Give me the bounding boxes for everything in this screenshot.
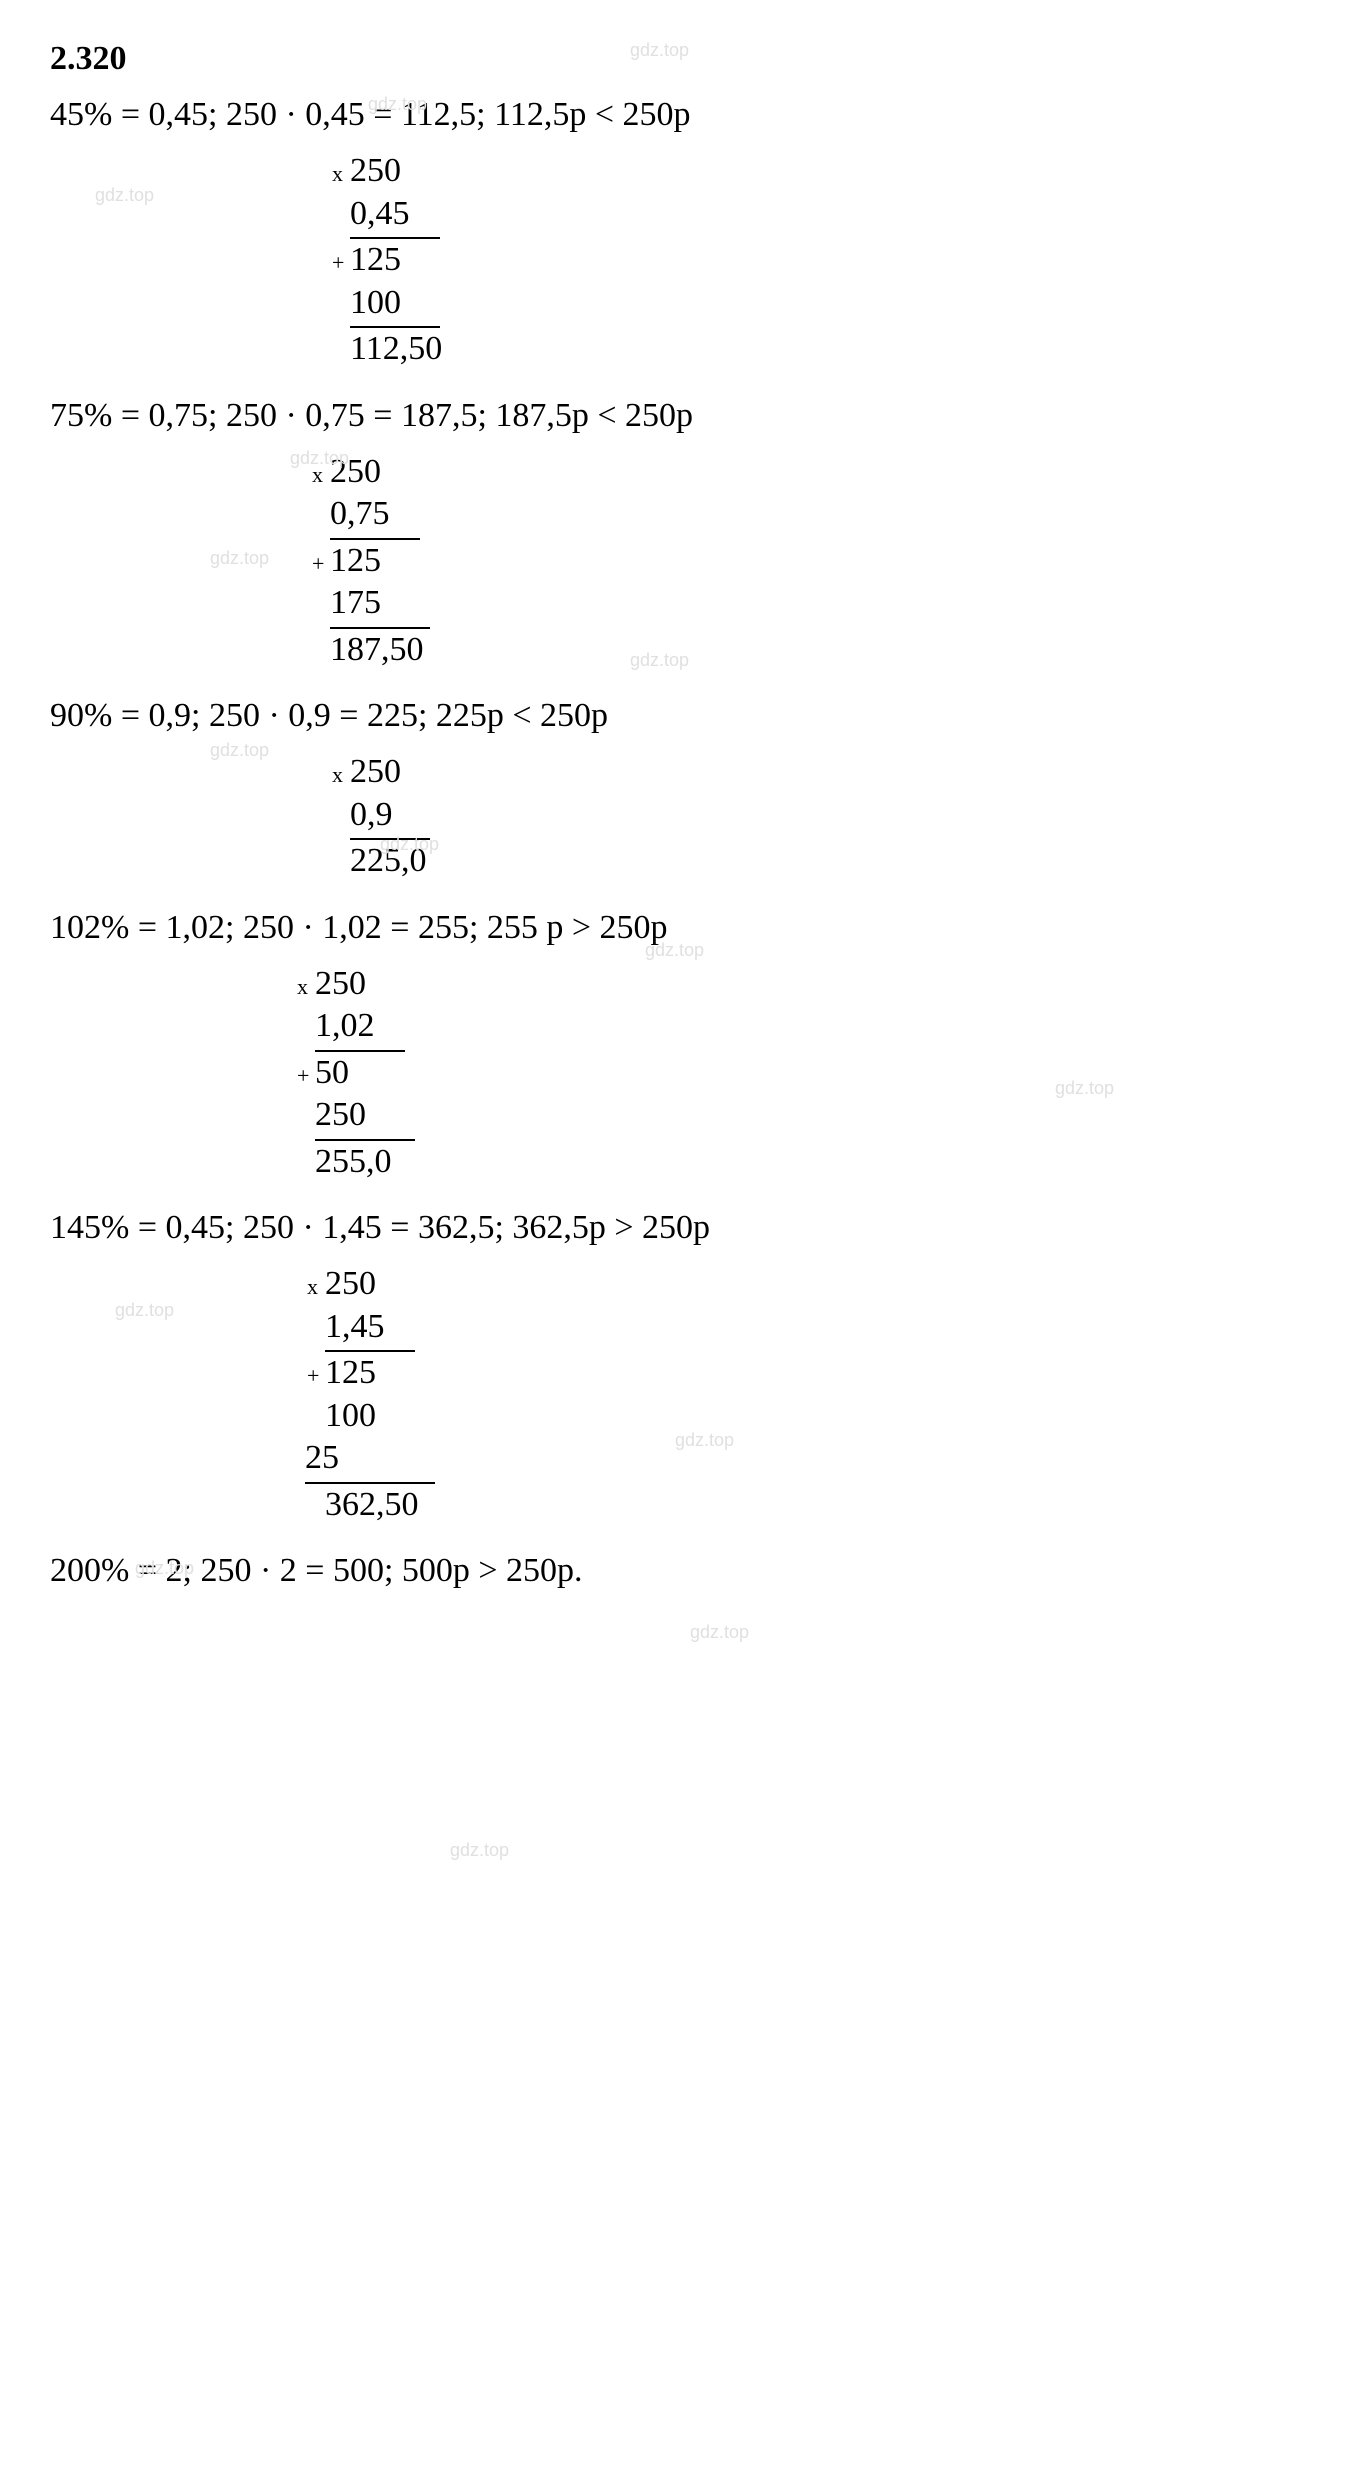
plus-symbol: + (332, 249, 344, 277)
math-line: 145% = 0,45; 250 · 1,45 = 362,5; 362,5р … (50, 1209, 1306, 1247)
multiply-symbol: x (307, 1273, 318, 1301)
calc-value: 187,50 (330, 629, 424, 672)
calc-value: 175 (330, 582, 430, 629)
plus-symbol: + (307, 1362, 319, 1390)
calc-row: x250 (315, 963, 415, 1006)
calc-value: 250 (350, 751, 440, 794)
multiply-symbol: x (332, 761, 343, 789)
math-line: 90% = 0,9; 250 · 0,9 = 225; 225р < 250р (50, 697, 1306, 735)
calc-value: 250 (325, 1263, 415, 1306)
calc-row: x250 (350, 751, 440, 794)
calc-row: 187,50 (330, 629, 430, 672)
calc-value: 0,45 (350, 193, 440, 240)
calc-row: x250 (350, 150, 442, 193)
calc-row: 0,45 (350, 193, 442, 240)
calc-value: 250 (330, 451, 420, 494)
calc-row: x250 (325, 1263, 435, 1306)
math-content: 45% = 0,45; 250 · 0,45 = 112,5; 112,5р <… (50, 96, 1306, 1590)
calc-row: 250 (315, 1094, 415, 1141)
calc-row: + 50 (315, 1052, 415, 1095)
calc-row: +125 (330, 540, 430, 583)
plus-symbol: + (297, 1062, 309, 1090)
calc-row: 100 (350, 282, 442, 329)
multiply-symbol: x (332, 160, 343, 188)
calc-value: 125 (350, 239, 440, 282)
calc-row: 0,9 (350, 794, 440, 841)
calc-value: 125 (330, 540, 420, 583)
problem-number: 2.320 (50, 40, 1306, 78)
calc-row: +125 (350, 239, 442, 282)
calculation-block: x2501,02+ 50250255,0 (50, 953, 1306, 1204)
math-line: 102% = 1,02; 250 · 1,02 = 255; 255 р > 2… (50, 909, 1306, 947)
calc-row: x250 (330, 451, 430, 494)
calc-value: 250 (315, 1094, 415, 1141)
calc-row: 255,0 (315, 1141, 415, 1184)
math-line: 200% = 2; 250 · 2 = 500; 500р > 250р. (50, 1552, 1306, 1590)
calculation-block: x2501,45+12510025362,50 (50, 1253, 1306, 1546)
calc-value: 125 (325, 1352, 415, 1395)
calc-value: 250 (350, 150, 440, 193)
calc-value: 112,50 (350, 328, 442, 371)
calc-value: 100 (350, 282, 440, 329)
calc-row: 362,50 (325, 1484, 435, 1527)
calc-value: 1,45 (325, 1306, 415, 1353)
calc-value: 25 (305, 1437, 435, 1484)
watermark-text: gdz.top (450, 1840, 509, 1861)
calc-value: 50 (315, 1052, 405, 1095)
calc-row: 25 (325, 1437, 435, 1484)
calc-value: 0,75 (330, 493, 420, 540)
calc-row: 112,50 (350, 328, 442, 371)
calculation-block: x2500,75+125175187,50 (50, 441, 1306, 692)
multiply-symbol: x (312, 461, 323, 489)
multiply-symbol: x (297, 973, 308, 1001)
calc-row: 1,02 (315, 1005, 415, 1052)
math-line: 45% = 0,45; 250 · 0,45 = 112,5; 112,5р <… (50, 96, 1306, 134)
calc-value: 255,0 (315, 1141, 405, 1184)
calculation-block: x2500,9225,0 (50, 741, 1306, 903)
calc-value: 225,0 (350, 840, 440, 883)
calc-value: 0,9 (350, 794, 430, 841)
calc-row: 175 (330, 582, 430, 629)
calc-value: 100 (325, 1395, 415, 1438)
calc-row: 225,0 (350, 840, 440, 883)
calc-value: 1,02 (315, 1005, 405, 1052)
plus-symbol: + (312, 550, 324, 578)
calc-row: 100 (325, 1395, 435, 1438)
calc-row: +125 (325, 1352, 435, 1395)
calc-value: 362,50 (325, 1484, 419, 1527)
calc-value: 250 (315, 963, 405, 1006)
math-line: 75% = 0,75; 250 · 0,75 = 187,5; 187,5р <… (50, 397, 1306, 435)
calc-row: 1,45 (325, 1306, 435, 1353)
calc-row: 0,75 (330, 493, 430, 540)
watermark-text: gdz.top (690, 1622, 749, 1643)
calculation-block: x2500,45+125100112,50 (50, 140, 1306, 391)
